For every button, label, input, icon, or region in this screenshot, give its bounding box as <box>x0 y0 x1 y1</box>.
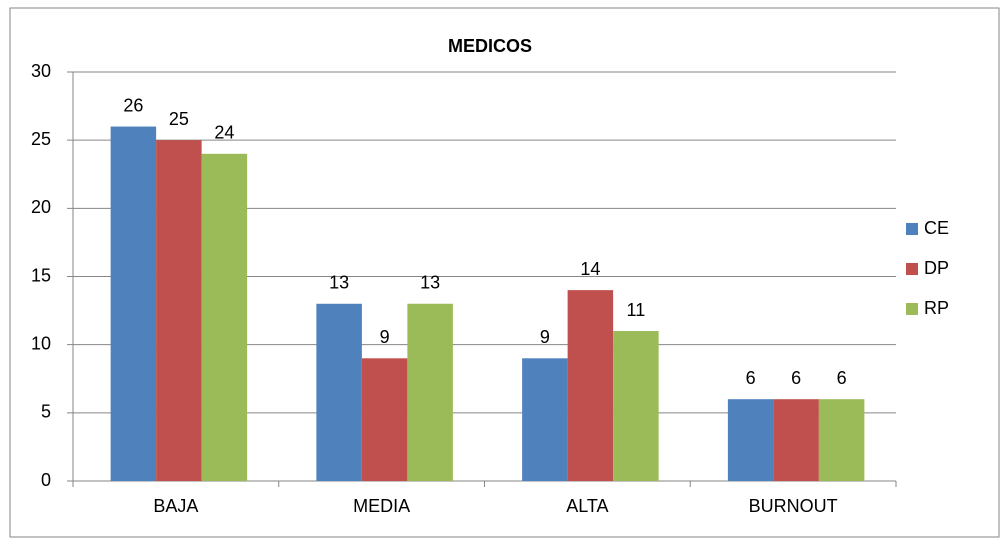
x-tick-label: BAJA <box>153 496 198 516</box>
bar <box>613 331 659 481</box>
y-tick-label: 0 <box>41 470 51 490</box>
data-label: 6 <box>837 368 847 388</box>
x-tick-label: ALTA <box>566 496 608 516</box>
bar <box>818 399 865 481</box>
data-label: 11 <box>627 300 646 320</box>
y-tick-label: 30 <box>31 61 51 81</box>
data-label: 13 <box>420 273 440 293</box>
y-tick-label: 10 <box>31 333 51 353</box>
y-tick-label: 25 <box>31 129 51 149</box>
data-label: 6 <box>791 368 801 388</box>
bar <box>407 303 453 481</box>
bar <box>110 126 157 482</box>
x-tick-label: MEDIA <box>353 496 410 516</box>
bar <box>727 399 774 481</box>
data-label: 14 <box>580 259 600 279</box>
data-label: 9 <box>540 327 550 347</box>
legend-swatch <box>906 303 918 315</box>
legend-label: RP <box>924 298 949 318</box>
data-label: 9 <box>380 327 390 347</box>
legend-swatch <box>906 263 918 275</box>
y-tick-label: 5 <box>41 402 51 422</box>
bar <box>522 358 568 481</box>
bar <box>201 153 248 482</box>
x-tick-label: BURNOUT <box>749 496 838 516</box>
data-label: 6 <box>746 368 756 388</box>
chart-title: MEDICOS <box>448 36 532 56</box>
data-label: 25 <box>169 109 189 129</box>
legend-label: DP <box>924 258 949 278</box>
bar <box>567 290 614 481</box>
legend-label: CE <box>924 218 949 238</box>
y-tick-label: 15 <box>31 265 51 285</box>
bar <box>316 303 362 481</box>
data-label: 26 <box>123 95 143 115</box>
bar <box>156 140 202 481</box>
data-label: 24 <box>214 123 234 143</box>
y-tick-label: 20 <box>31 197 51 217</box>
bar <box>773 399 819 481</box>
bar <box>361 358 408 481</box>
data-label: 13 <box>329 273 349 293</box>
legend-swatch <box>906 223 918 235</box>
